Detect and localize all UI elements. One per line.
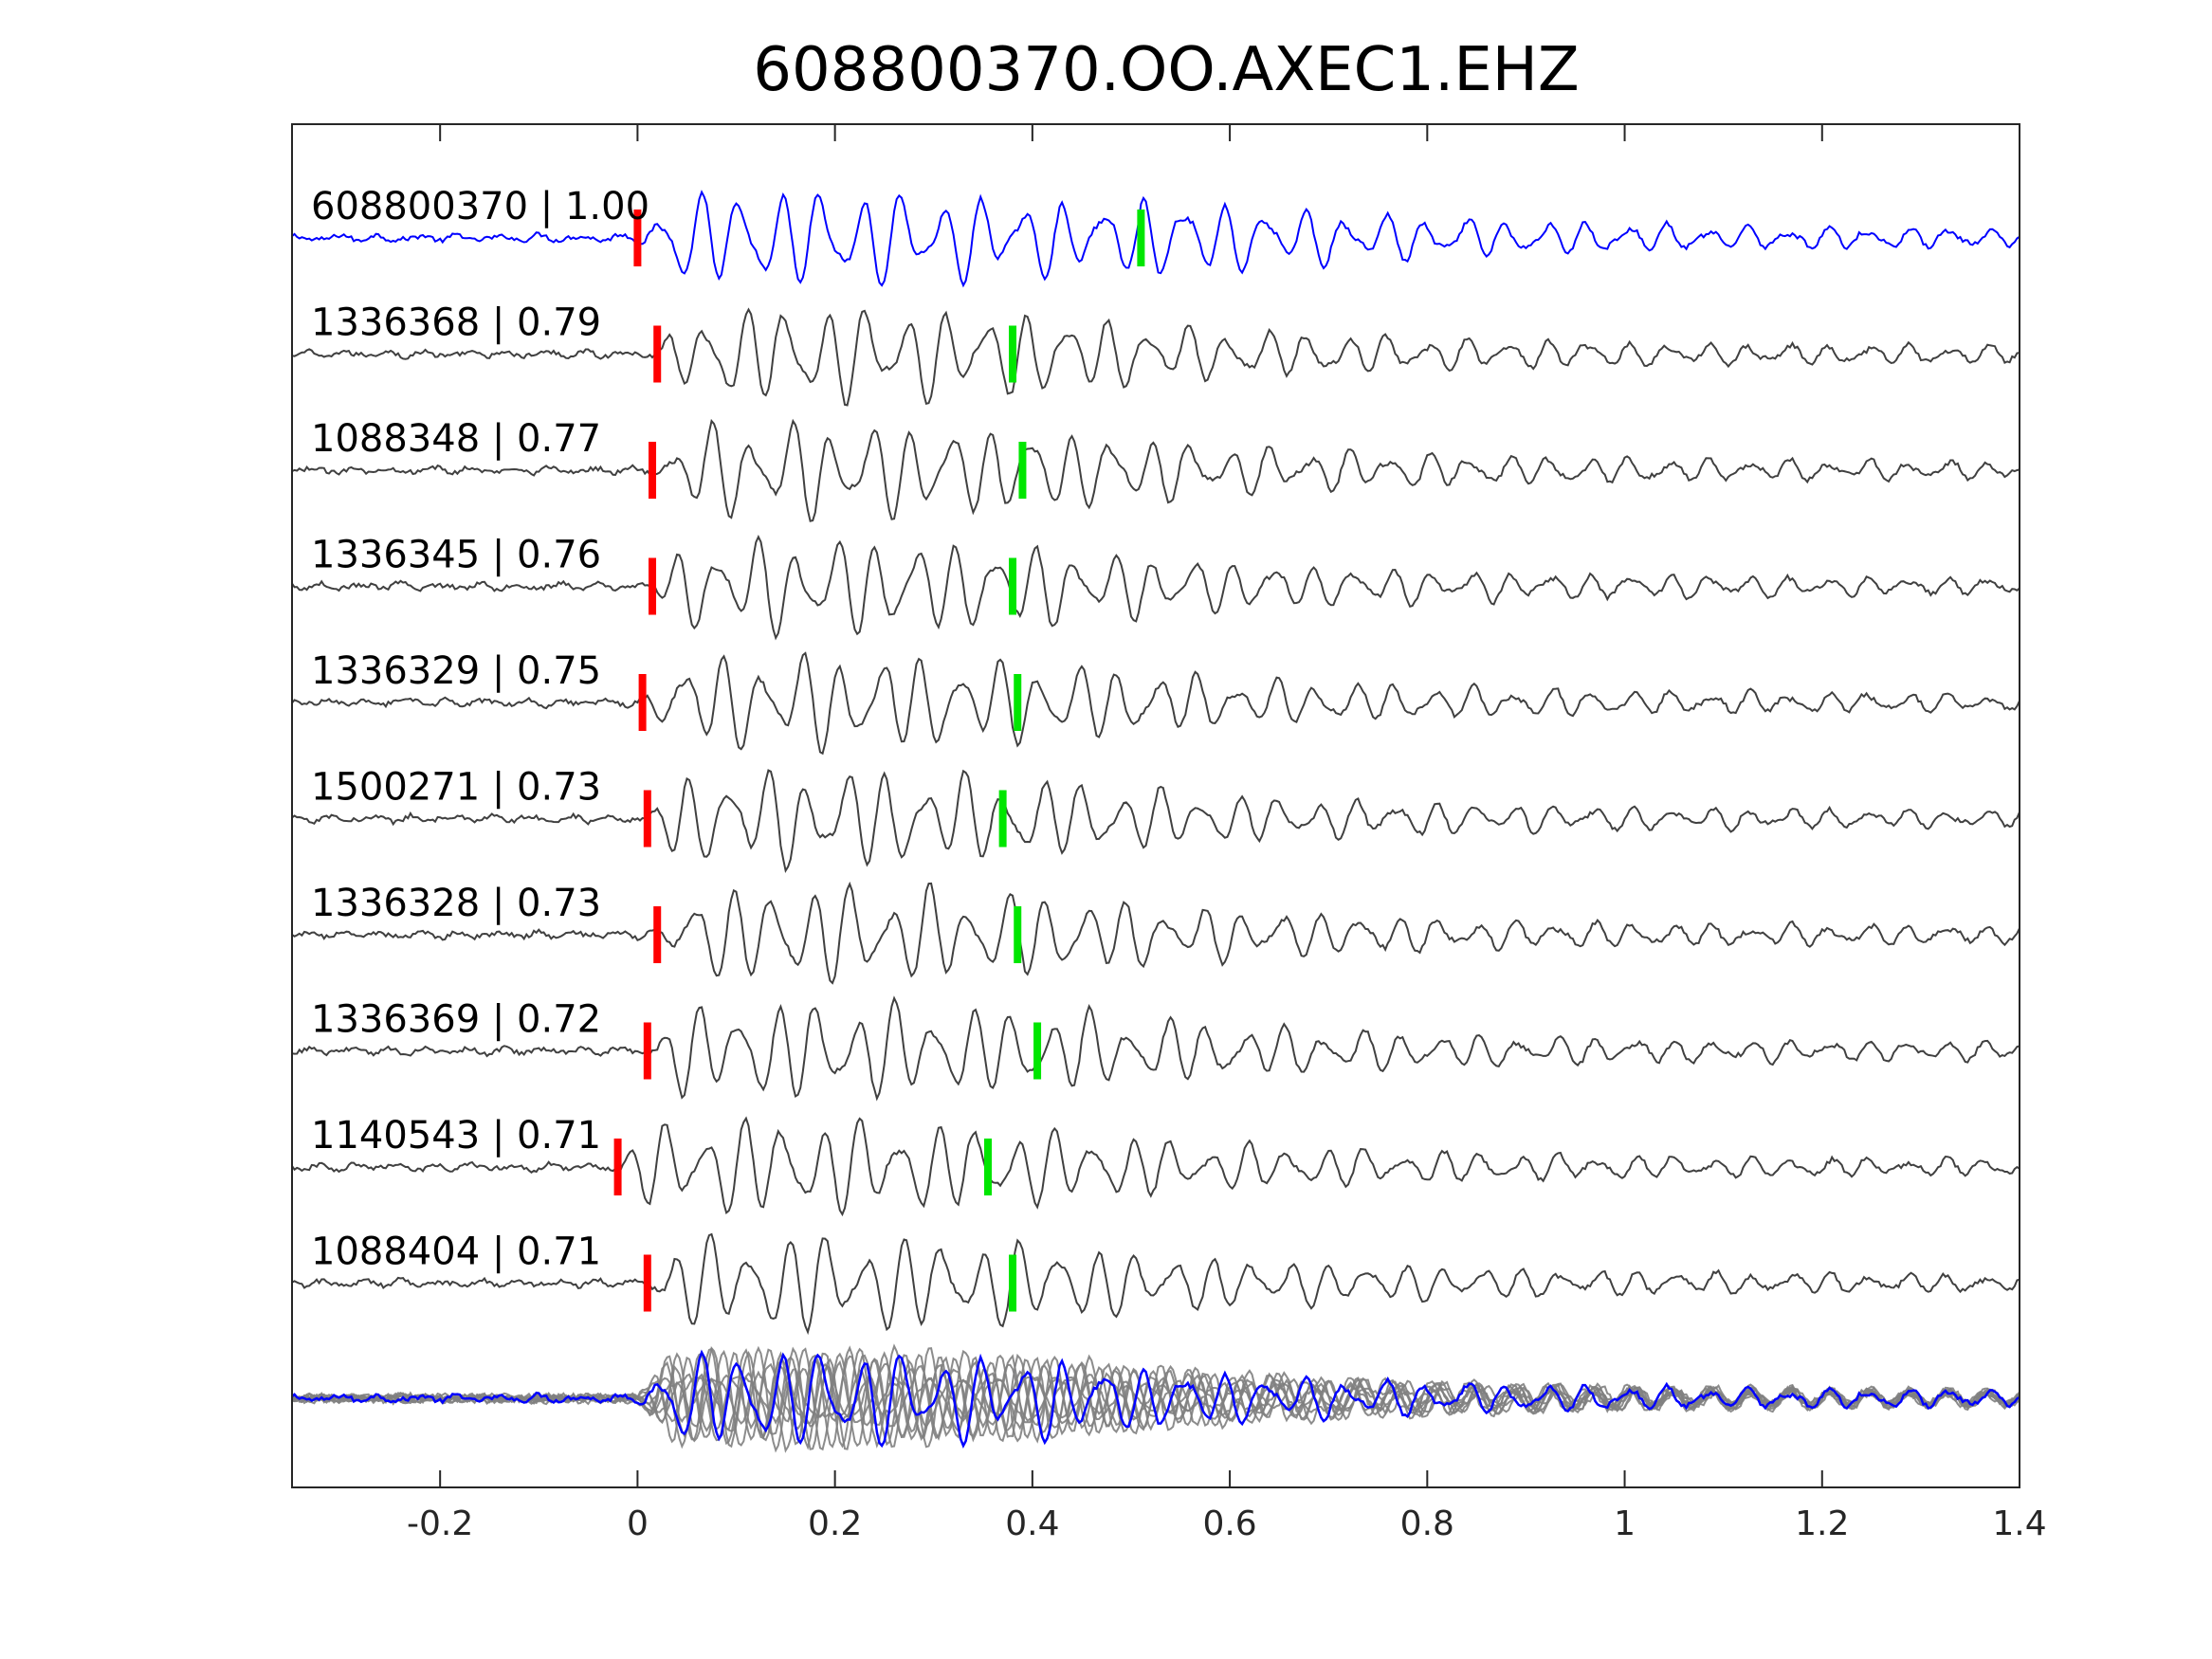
x-tick-label: -0.2 [407,1504,473,1543]
trace-line-1336328 [291,881,2020,985]
x-tick-label: 0.2 [808,1504,862,1543]
trace-line-1336345 [291,534,2020,641]
x-tick-label: 0 [627,1504,649,1543]
trace-line-608800370 [291,190,2020,288]
x-axis-ticks: -0.2 0 0.2 0.4 0.6 0.8 1 1.2 1.4 [407,124,2047,1543]
stack-trace-1088404 [291,1347,2020,1450]
trace-label-group: 608800370 | 1.00 1336368 | 0.79 1088348 | … [311,185,649,1274]
trace-label-1336368: 1336368 | 0.79 [311,301,601,345]
trace-line-1088404 [291,1232,2020,1336]
x-tick-label: 1.2 [1795,1504,1849,1543]
trace-line-1088348 [291,418,2020,522]
trace-line-1336368 [291,307,2020,407]
pick-group [613,210,1145,1312]
trace-label-1088404: 1088404 | 0.71 [311,1231,601,1274]
x-tick-label: 0.8 [1400,1504,1454,1543]
trace-label-1500271: 1500271 | 0.73 [311,766,601,810]
stack-template-608800370 [291,1349,2020,1449]
axes-box [291,123,2020,1488]
x-tick-label: 1.4 [1992,1504,2046,1543]
trace-line-1336369 [291,995,2020,1102]
chart-title: 608800370.OO.AXEC1.EHZ [753,35,1580,105]
trace-label-1088348: 1088348 | 0.77 [311,417,601,461]
x-tick-label: 0.4 [1005,1504,1059,1543]
x-tick-label: 0.6 [1202,1504,1256,1543]
trace-label-1336345: 1336345 | 0.76 [311,534,601,577]
trace-label-608800370: 608800370 | 1.00 [311,185,649,228]
trace-label-1336329: 1336329 | 0.75 [311,649,601,693]
trace-label-1336369: 1336369 | 0.72 [311,998,601,1042]
trace-group [291,190,2020,1453]
trace-line-1140543 [291,1116,2020,1217]
trace-label-1140543: 1140543 | 0.71 [311,1114,601,1158]
stack-trace-1336328 [291,1345,2020,1449]
trace-label-1336328: 1336328 | 0.73 [311,882,601,925]
trace-line-1500271 [291,769,2020,874]
x-tick-label: 1 [1614,1504,1636,1543]
trace-line-1336329 [291,651,2020,756]
